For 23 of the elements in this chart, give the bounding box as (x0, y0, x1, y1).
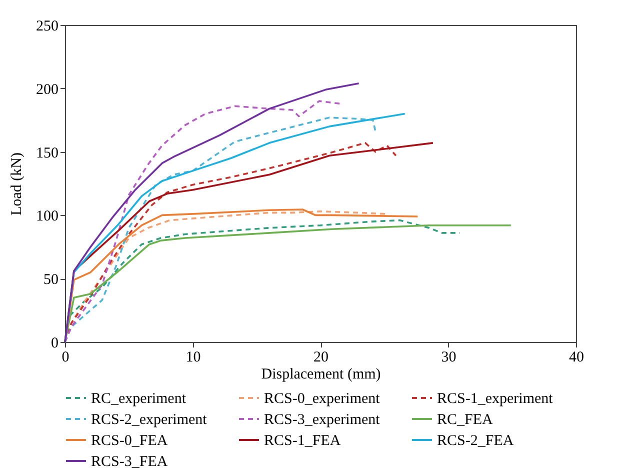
x-tick-label: 20 (314, 350, 328, 366)
y-tick-label: 0 (51, 336, 58, 352)
x-tick-label: 40 (569, 350, 584, 366)
legend-label: RCS-2_FEA (437, 433, 514, 449)
legend-label: RC_FEA (437, 412, 494, 428)
y-tick-label: 100 (36, 208, 58, 225)
y-tick-label: 200 (36, 82, 58, 98)
legend-label: RCS-0_experiment (264, 391, 381, 407)
legend-label: RCS-0_FEA (91, 433, 168, 449)
y-tick-label: 150 (36, 145, 58, 162)
y-tick-label: 50 (44, 272, 58, 288)
x-tick-label: 0 (62, 350, 70, 366)
legend-label: RCS-1_FEA (264, 433, 341, 449)
legend-label: RC_experiment (91, 391, 187, 407)
legend-label: RCS-2_experiment (91, 412, 208, 428)
legend-label: RCS-1_experiment (437, 391, 554, 407)
y-axis-title: Load (kN) (9, 152, 25, 216)
x-axis-title: Displacement (mm) (261, 366, 381, 382)
x-tick-label: 30 (441, 350, 456, 366)
x-tick-label: 10 (186, 350, 201, 366)
y-tick-label: 250 (36, 18, 58, 34)
legend-label: RCS-3_experiment (264, 412, 381, 428)
legend-label: RCS-3_FEA (91, 454, 168, 470)
